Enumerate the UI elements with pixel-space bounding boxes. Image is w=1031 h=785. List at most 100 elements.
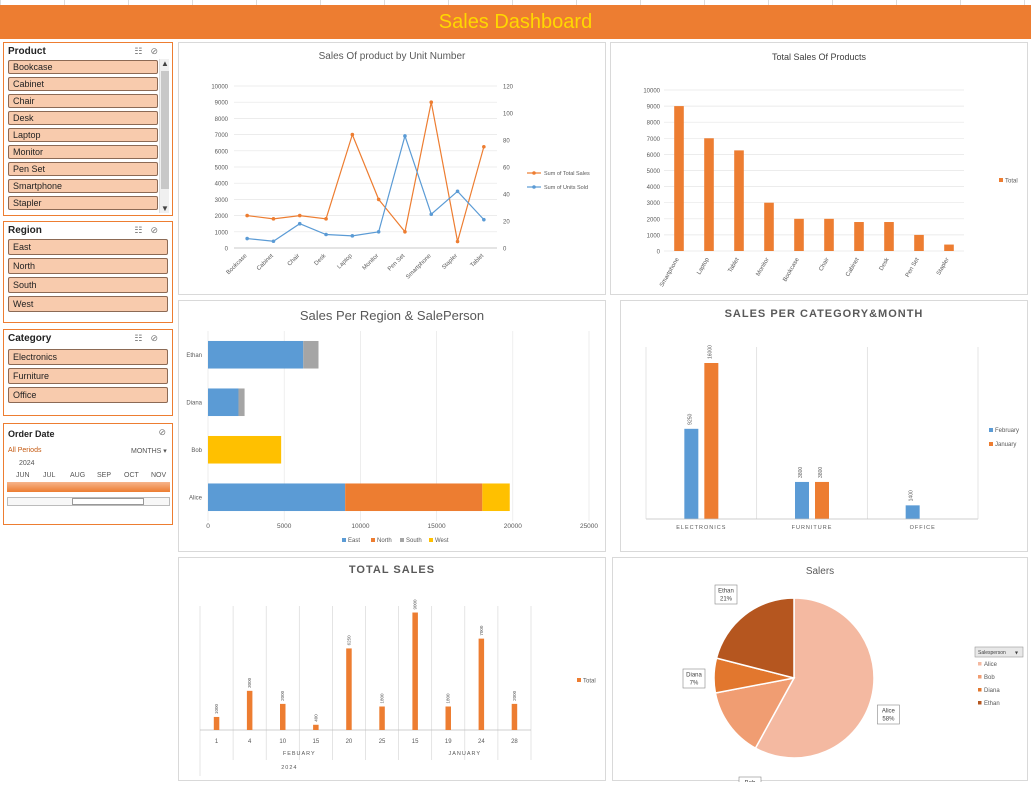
y-tick-label: 4000 <box>647 185 661 191</box>
x-tick-label: OFFICE <box>910 525 936 531</box>
legend-label: Total <box>1005 179 1018 185</box>
y2-tick-label: 120 <box>503 85 514 91</box>
legend-label: Ethan <box>984 701 1000 707</box>
x-tick-label: Stapler <box>936 257 951 276</box>
bar <box>944 244 954 251</box>
timeline-level-selector[interactable]: MONTHS ▾ <box>131 447 167 455</box>
slicer-item[interactable]: Furniture <box>8 368 168 384</box>
slicer-item[interactable]: East <box>8 239 168 255</box>
category-slicer[interactable]: Category ☷⊘ Electronics Furniture Office <box>3 329 173 416</box>
y2-tick-label: 80 <box>503 139 510 145</box>
slicer-tools: ☷⊘ <box>134 46 166 57</box>
slicer-item[interactable]: Cabinet <box>8 77 158 91</box>
category-chart-panel[interactable]: SALES PER CATEGORY&MONTH 9250 16000 ELECTR… <box>620 300 1028 552</box>
clear-filter-icon[interactable]: ⊘ <box>150 46 166 56</box>
data-label: 9000 <box>413 599 418 610</box>
slicer-item[interactable]: Bookcase <box>8 60 158 74</box>
x-tick-label: 25 <box>379 739 386 745</box>
total-products-chart-panel[interactable]: Total Sales Of Products 0 1000 2000 3000 400… <box>610 42 1028 295</box>
slicer-item[interactable]: Desk <box>8 111 158 125</box>
legend-label: Diana <box>984 688 1000 694</box>
data-label-name: Diana <box>686 673 702 679</box>
data-point <box>245 213 249 218</box>
region-slicer[interactable]: Region ☷⊘ East North South West <box>3 221 173 323</box>
slicer-item[interactable]: Monitor <box>8 145 158 159</box>
timeline-level: MONTHS <box>131 448 162 455</box>
x-tick-label: 10 <box>279 739 286 745</box>
data-point <box>271 217 276 221</box>
chart-title: Total Sales Of Products <box>771 52 867 62</box>
multi-select-icon[interactable]: ☷ <box>134 333 151 343</box>
data-label-name: Ethan <box>718 589 734 595</box>
multi-select-icon[interactable]: ☷ <box>134 46 151 56</box>
timeline-scroll-thumb[interactable] <box>72 498 144 505</box>
x-tick-label: 24 <box>478 739 485 745</box>
legend-field-button[interactable] <box>974 646 1024 658</box>
timeline-selection-bar[interactable] <box>7 482 170 492</box>
bar-segment <box>208 388 239 417</box>
legend-label: Bob <box>984 675 995 681</box>
clear-filter-icon[interactable]: ⊘ <box>150 333 166 343</box>
slicer-item[interactable]: Laptop <box>8 128 158 142</box>
bar <box>280 703 286 730</box>
slicer-scrollbar[interactable]: ▲ ▼ <box>159 59 169 213</box>
legend-marker <box>577 678 581 682</box>
x-tick-label: 20000 <box>504 523 522 530</box>
timeline-month[interactable]: JUN <box>16 472 30 479</box>
scroll-up-icon[interactable]: ▲ <box>161 59 169 68</box>
timeline-month[interactable]: JUL <box>43 472 56 479</box>
clear-filter-icon[interactable]: ⊘ <box>158 427 166 437</box>
bar-segment <box>345 483 483 512</box>
x-year-label: 2024 <box>281 765 297 771</box>
x-tick-label: Desk <box>314 252 329 267</box>
legend-marker <box>978 675 982 679</box>
y2-tick-label: 20 <box>503 220 510 226</box>
multi-select-icon[interactable]: ☷ <box>134 225 151 235</box>
clear-filter-icon[interactable]: ⊘ <box>150 225 166 235</box>
units-chart-panel[interactable]: Sales Of product by Unit Number 0 1000 200… <box>178 42 606 295</box>
region-chart: 0 5000 10000 15000 20000 25000 Ethan Diana Bob Al… <box>186 331 598 544</box>
x-tick-label: 10000 <box>351 523 369 530</box>
total-sales-chart-panel[interactable]: TOTAL SALES 1000 1 3000 4 2000 10 400 15 6250 20 1… <box>178 557 606 781</box>
data-label: 1400 <box>909 490 915 501</box>
data-label-name: Bob <box>745 781 756 783</box>
x-tick-label: Chair <box>818 257 830 272</box>
timeline-month[interactable]: OCT <box>124 472 139 479</box>
scroll-thumb[interactable] <box>161 71 169 189</box>
slicer-item[interactable]: Chair <box>8 94 158 108</box>
timeline-month[interactable]: NOV <box>151 472 167 479</box>
x-tick-label: Stapler <box>441 253 459 271</box>
slicer-item[interactable]: South <box>8 277 168 293</box>
legend-marker <box>532 185 536 189</box>
slicer-item[interactable]: Electronics <box>8 349 168 365</box>
slicer-item[interactable]: Pen Set <box>8 162 158 176</box>
timeline-year: 2024 <box>19 460 35 467</box>
slicer-item[interactable]: West <box>8 296 168 312</box>
product-slicer[interactable]: Product ☷⊘ Bookcase Cabinet Chair Desk Lapto… <box>3 42 173 216</box>
bar <box>734 150 744 251</box>
slicer-item[interactable]: Office <box>8 387 168 403</box>
slicer-item[interactable]: North <box>8 258 168 274</box>
timeline-month[interactable]: SEP <box>97 472 112 479</box>
timeline-scrollbar[interactable] <box>7 497 170 506</box>
x-tick-label: 1 <box>215 739 219 745</box>
data-label: 16000 <box>707 345 713 359</box>
legend-marker <box>989 428 993 432</box>
order-date-timeline[interactable]: Order Date ⊘ All Periods MONTHS ▾ 2024 J… <box>3 423 173 525</box>
slicer-tools: ☷⊘ <box>134 333 166 344</box>
y-tick-label: Alice <box>189 495 203 501</box>
scroll-down-icon[interactable]: ▼ <box>161 204 169 213</box>
bar <box>905 505 920 519</box>
legend-marker <box>371 538 375 542</box>
salers-chart-panel[interactable]: Salers Alice58%Bob14%Diana7%Ethan21%Sale… <box>612 557 1028 783</box>
data-label: 1800 <box>380 693 385 704</box>
region-chart-panel[interactable]: Sales Per Region & SalePerson 0 5000 10000… <box>178 300 606 552</box>
slicer-title: Category <box>8 333 52 344</box>
slicer-item[interactable]: Smartphone <box>8 179 158 193</box>
data-label-box <box>682 668 706 689</box>
timeline-month[interactable]: AUG <box>70 472 86 479</box>
slicer-item[interactable]: Stapler <box>8 196 158 210</box>
total-sales-chart: 1000 1 3000 4 2000 10 400 15 6250 20 1800 25 9000 15 1… <box>199 599 596 776</box>
bar-segment <box>208 340 304 369</box>
